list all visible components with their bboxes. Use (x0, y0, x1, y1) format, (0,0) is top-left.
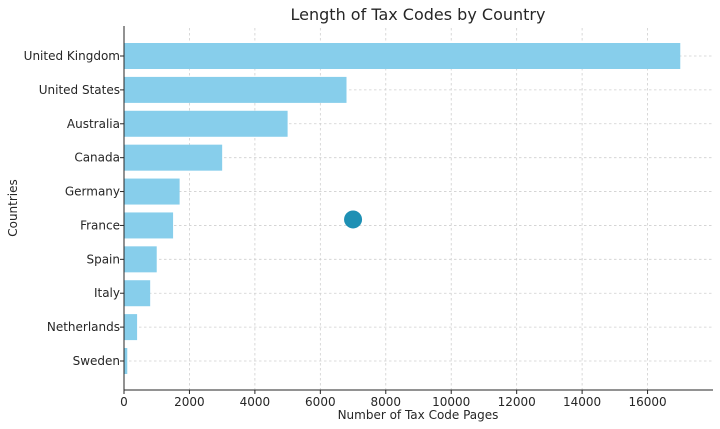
y-tick-label: Australia (67, 117, 120, 131)
bar-spain (124, 246, 157, 273)
x-tick-label: 14000 (563, 395, 601, 409)
chart-title: Length of Tax Codes by Country (291, 5, 546, 24)
y-tick-label: Canada (74, 151, 120, 165)
x-tick-label: 2000 (174, 395, 205, 409)
y-tick-label: United Kingdom (24, 49, 120, 63)
x-tick-label: 0 (120, 395, 128, 409)
grid (123, 28, 713, 390)
y-tick-label: Sweden (73, 354, 120, 368)
y-tick-label: United States (39, 83, 120, 97)
x-tick-label: 10000 (432, 395, 470, 409)
y-ticks: United Kingdom United States Australia Cana… (24, 49, 124, 368)
bar-italy (124, 280, 151, 307)
x-ticks: 0 2000 4000 6000 8000 10000 12000 14000 16000 (120, 390, 667, 409)
data-point-marker (344, 210, 363, 229)
bar-sweden (124, 348, 128, 374)
bar-united-kingdom (124, 43, 681, 69)
x-tick-label: 6000 (305, 395, 336, 409)
marker-layer (344, 210, 363, 229)
y-tick-label: France (80, 218, 120, 232)
y-axis-label: Countries (6, 179, 20, 237)
bar-canada (124, 144, 223, 171)
x-tick-label: 12000 (498, 395, 536, 409)
bar-australia (124, 110, 288, 137)
bars (124, 43, 681, 374)
bar-netherlands (124, 314, 138, 341)
x-axis-label: Number of Tax Code Pages (338, 408, 499, 422)
x-tick-label: 16000 (628, 395, 666, 409)
bar-france (124, 212, 174, 239)
y-tick-label: Spain (86, 252, 120, 266)
bar-germany (124, 178, 180, 205)
x-tick-label: 8000 (371, 395, 402, 409)
bar-united-states (124, 76, 347, 103)
x-tick-label: 4000 (240, 395, 271, 409)
axes (123, 26, 713, 391)
y-tick-label: Germany (65, 185, 120, 199)
y-tick-label: Netherlands (47, 320, 120, 334)
y-tick-label: Italy (94, 286, 120, 300)
